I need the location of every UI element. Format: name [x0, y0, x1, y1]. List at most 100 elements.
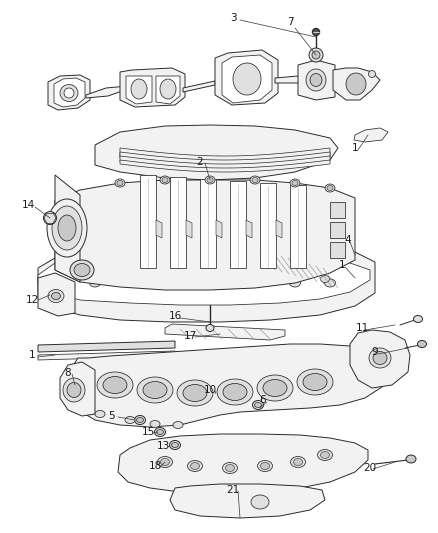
Polygon shape	[118, 434, 367, 494]
Text: 16: 16	[168, 311, 181, 321]
Ellipse shape	[233, 63, 261, 95]
Ellipse shape	[74, 263, 90, 277]
Polygon shape	[38, 341, 175, 352]
Polygon shape	[55, 175, 80, 282]
Polygon shape	[349, 330, 409, 388]
Polygon shape	[274, 76, 309, 83]
Ellipse shape	[251, 495, 268, 509]
Text: 6: 6	[259, 395, 266, 405]
Ellipse shape	[252, 400, 263, 409]
Ellipse shape	[249, 279, 260, 287]
Ellipse shape	[134, 416, 145, 424]
Ellipse shape	[187, 461, 202, 472]
Polygon shape	[126, 76, 152, 104]
Text: 9: 9	[371, 347, 378, 357]
Ellipse shape	[302, 374, 326, 391]
Text: 5: 5	[109, 411, 115, 421]
Ellipse shape	[150, 276, 159, 282]
Polygon shape	[170, 484, 324, 518]
Text: 1: 1	[351, 143, 357, 153]
Text: 17: 17	[183, 331, 196, 341]
Ellipse shape	[95, 410, 105, 417]
Ellipse shape	[345, 73, 365, 95]
Text: 13: 13	[156, 441, 169, 451]
Polygon shape	[38, 254, 369, 305]
Polygon shape	[68, 344, 391, 427]
Ellipse shape	[417, 341, 426, 348]
Polygon shape	[200, 179, 215, 268]
Ellipse shape	[257, 461, 272, 472]
Ellipse shape	[285, 276, 294, 282]
Ellipse shape	[209, 279, 220, 287]
Text: 21: 21	[226, 485, 239, 495]
Ellipse shape	[320, 276, 329, 282]
Polygon shape	[54, 78, 85, 107]
Ellipse shape	[289, 279, 300, 287]
Ellipse shape	[207, 177, 212, 182]
Polygon shape	[297, 60, 334, 100]
Ellipse shape	[225, 464, 234, 472]
Ellipse shape	[173, 422, 183, 429]
Ellipse shape	[67, 383, 81, 398]
Polygon shape	[329, 222, 344, 238]
Text: 12: 12	[25, 295, 39, 305]
Ellipse shape	[372, 351, 386, 365]
Polygon shape	[55, 180, 354, 290]
Ellipse shape	[183, 384, 207, 401]
Ellipse shape	[154, 427, 165, 437]
Ellipse shape	[308, 48, 322, 62]
Polygon shape	[245, 220, 251, 238]
Ellipse shape	[413, 316, 421, 322]
Polygon shape	[170, 177, 186, 268]
Ellipse shape	[291, 181, 297, 185]
Polygon shape	[38, 273, 75, 316]
Ellipse shape	[136, 417, 143, 423]
Ellipse shape	[309, 74, 321, 86]
Ellipse shape	[58, 215, 76, 241]
Polygon shape	[155, 76, 180, 104]
Ellipse shape	[51, 293, 60, 300]
Text: 1: 1	[338, 260, 345, 270]
Ellipse shape	[125, 416, 135, 424]
Ellipse shape	[43, 212, 57, 224]
Ellipse shape	[251, 177, 258, 182]
Polygon shape	[120, 160, 329, 172]
Text: 18: 18	[148, 461, 161, 471]
Polygon shape	[276, 220, 281, 238]
Ellipse shape	[156, 430, 163, 434]
Ellipse shape	[205, 325, 213, 332]
Ellipse shape	[89, 279, 100, 287]
Ellipse shape	[260, 463, 269, 470]
Polygon shape	[120, 148, 329, 164]
Text: 4: 4	[344, 235, 350, 245]
Polygon shape	[230, 181, 245, 268]
Polygon shape	[48, 75, 90, 110]
Ellipse shape	[297, 369, 332, 395]
Ellipse shape	[64, 88, 74, 98]
Ellipse shape	[52, 206, 82, 250]
Ellipse shape	[249, 176, 259, 184]
Ellipse shape	[48, 289, 64, 303]
Ellipse shape	[177, 380, 212, 406]
Ellipse shape	[368, 348, 390, 368]
Text: 14: 14	[21, 200, 35, 210]
Ellipse shape	[240, 276, 249, 282]
Polygon shape	[186, 220, 191, 238]
Ellipse shape	[305, 69, 325, 91]
Ellipse shape	[190, 463, 199, 470]
Ellipse shape	[205, 176, 215, 184]
Ellipse shape	[169, 440, 180, 449]
Ellipse shape	[97, 372, 133, 398]
Text: 2: 2	[196, 157, 203, 167]
Ellipse shape	[70, 260, 94, 280]
Ellipse shape	[311, 51, 319, 59]
Ellipse shape	[63, 378, 85, 402]
Ellipse shape	[159, 176, 170, 184]
Polygon shape	[38, 243, 374, 322]
Ellipse shape	[60, 85, 78, 101]
Ellipse shape	[162, 177, 168, 182]
Text: 20: 20	[363, 463, 376, 473]
Ellipse shape	[262, 379, 286, 397]
Polygon shape	[95, 125, 337, 180]
Ellipse shape	[223, 384, 247, 400]
